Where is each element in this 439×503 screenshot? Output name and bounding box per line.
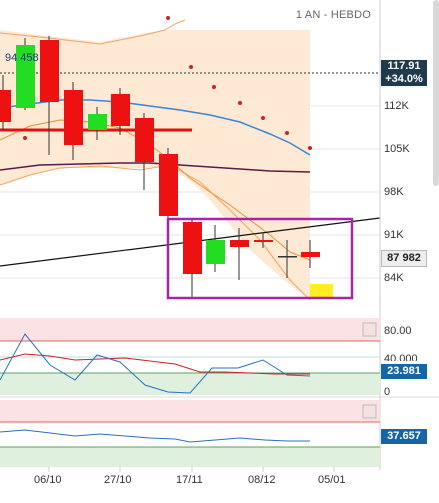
price-tick: 84K — [384, 272, 404, 284]
oscillator1-value-tag: 23.981 — [381, 364, 427, 379]
volume-annotation: 94 458 — [5, 52, 39, 64]
price-tick: 112K — [384, 100, 409, 112]
oscillator1-settings-box — [362, 322, 377, 337]
yellow-marker — [310, 284, 333, 298]
oscillator1-panel — [0, 318, 380, 395]
oscillator2-blue-line — [0, 429, 310, 443]
time-axis-ticks — [48, 467, 335, 472]
oscillator2-panel — [0, 400, 380, 467]
oscillator1-red-line — [0, 353, 310, 375]
sar-dots — [23, 16, 312, 150]
oscillator1-level: 0 — [384, 386, 391, 398]
candle — [88, 114, 107, 130]
price-tick: 105K — [384, 143, 410, 155]
candle — [301, 252, 320, 257]
candle — [230, 240, 249, 247]
time-tick: 08/12 — [248, 474, 276, 486]
candle — [16, 45, 35, 108]
candle — [0, 90, 11, 122]
time-tick: 17/11 — [176, 474, 203, 486]
candle — [206, 240, 225, 264]
candle — [159, 154, 178, 216]
candle — [183, 222, 202, 274]
candle — [40, 40, 59, 102]
price-tick: 98K — [384, 186, 404, 198]
current-price-tag: 87 982 — [381, 250, 427, 267]
last-value-tag: 117.91 +34.0% — [381, 60, 427, 86]
price-tick: 91K — [384, 229, 404, 241]
oscillator1-level: 80.00 — [384, 325, 412, 337]
candles — [0, 36, 320, 298]
oscillator2-value-tag: 37.657 — [381, 429, 427, 444]
last-value: 117.91 — [387, 60, 421, 72]
candle — [254, 240, 273, 242]
candle — [278, 256, 297, 258]
time-tick: 06/10 — [34, 474, 62, 486]
candle — [64, 90, 83, 145]
time-tick: 27/10 — [104, 474, 132, 486]
period-label[interactable]: 1 AN - HEBDO — [295, 9, 371, 21]
oscillator1-blue-line — [0, 333, 311, 394]
oscillator1-level: 40.000 — [384, 353, 418, 361]
oscillator2-settings-box — [362, 404, 377, 419]
last-change: +34.0% — [385, 73, 423, 85]
candle — [111, 94, 130, 126]
band-upper-line — [0, 19, 186, 45]
time-tick: 05/01 — [318, 474, 346, 486]
selection-rectangle[interactable] — [166, 217, 354, 300]
scrollbar[interactable] — [433, 0, 439, 186]
candle — [135, 118, 154, 162]
